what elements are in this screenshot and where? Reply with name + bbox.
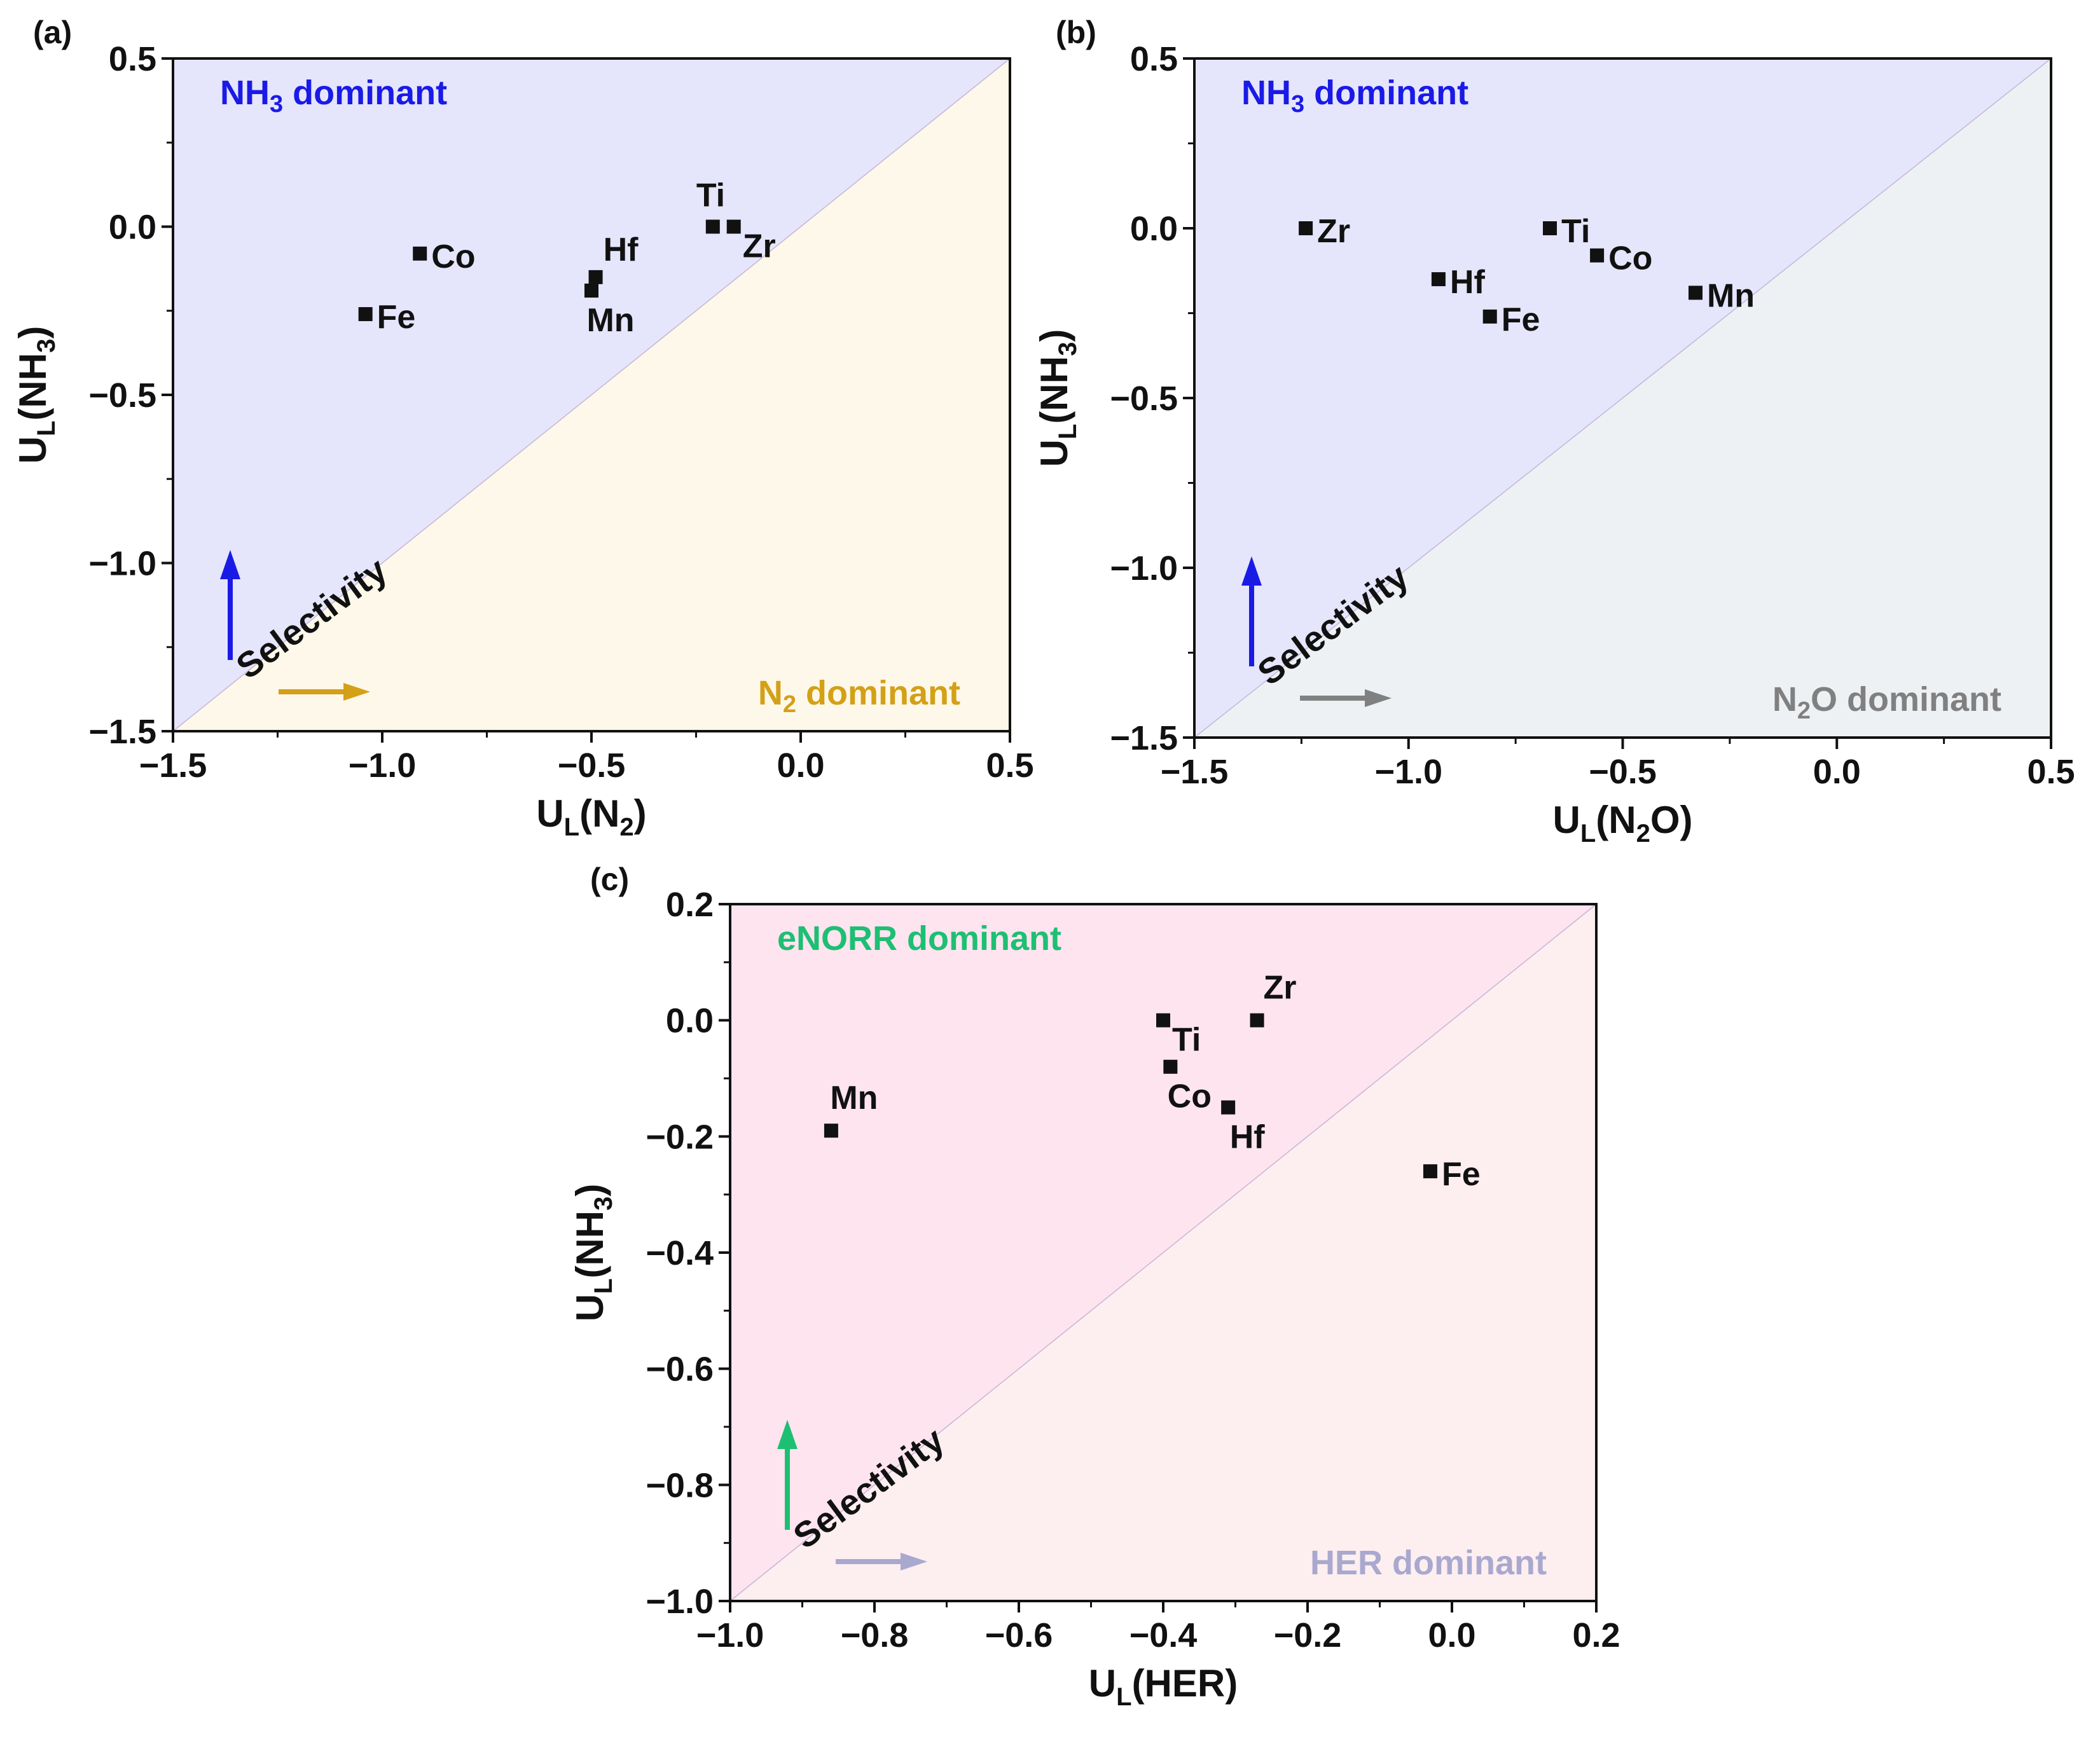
x-tick-label: −0.6	[985, 1616, 1053, 1654]
data-point-mn	[1688, 285, 1703, 300]
data-label-ti: Ti	[1172, 1022, 1201, 1059]
x-axis-label: UL(N2)	[536, 792, 646, 841]
chart-panel-1: −1.5 −1.0 −0.5 0.0 0.5 −1.5 −1.0 −0.5 0.0 0.5 UL(N…	[1033, 15, 2075, 848]
x-tick-label: −1.5	[1161, 753, 1229, 791]
data-point-ti	[705, 219, 720, 234]
data-point-zr	[1299, 221, 1313, 235]
x-tick-label: −0.5	[1589, 753, 1657, 791]
data-point-co	[413, 246, 427, 261]
parity-line	[172, 58, 1011, 732]
x-tick-label: 0.0	[1813, 753, 1861, 791]
selectivity-right-arrow-head	[901, 1553, 927, 1571]
x-axis-label: UL(HER)	[1089, 1662, 1238, 1711]
parity-line	[729, 904, 1597, 1602]
lower-region-label: N2 dominant	[758, 674, 960, 718]
y-tick-label: 0.2	[666, 886, 714, 924]
data-point-co	[1590, 248, 1605, 263]
y-tick-label: −0.2	[646, 1118, 714, 1156]
data-label-ti: Ti	[696, 177, 725, 214]
x-tick-label: 0.5	[2027, 753, 2075, 791]
x-tick-label: −1.0	[349, 746, 417, 785]
selectivity-right-arrow-head	[1365, 689, 1392, 707]
data-point-ti	[1156, 1013, 1170, 1028]
y-tick-label: 0.5	[1130, 40, 1178, 78]
y-tick-label: −1.0	[646, 1583, 714, 1621]
x-tick-label: −1.0	[1374, 753, 1442, 791]
y-tick-label: −1.0	[1110, 549, 1178, 588]
data-label-mn: Mn	[830, 1080, 878, 1117]
panel-label: (b)	[1056, 15, 1096, 50]
y-tick-label: −0.5	[88, 376, 156, 415]
data-point-hf	[1221, 1100, 1236, 1115]
parity-line	[1194, 58, 2052, 738]
upper-region-label: NH3 dominant	[220, 74, 447, 118]
x-tick-label: 0.5	[986, 746, 1033, 785]
selectivity-up-arrow-head	[777, 1420, 798, 1449]
y-tick-label: 0.0	[109, 209, 156, 247]
data-label-co: Co	[431, 238, 475, 275]
y-tick-label: −0.5	[1110, 380, 1178, 418]
panel-label: (a)	[33, 15, 72, 50]
y-tick-label: −1.5	[1110, 719, 1178, 757]
data-point-zr	[726, 219, 741, 234]
x-tick-label: 0.2	[1572, 1616, 1620, 1654]
data-label-fe: Fe	[1502, 301, 1540, 338]
y-tick-label: −0.4	[646, 1234, 714, 1272]
upper-region-label: NH3 dominant	[1241, 74, 1468, 118]
data-label-zr: Zr	[1317, 213, 1350, 250]
data-point-fe	[1482, 309, 1497, 324]
chart-panel-2: −1.0 −0.8 −0.6 −0.4 −0.2 0.0 0.2 −1.0 −0.8 −0.6 −0…	[569, 862, 1620, 1711]
selectivity-up-arrow-head	[220, 550, 240, 579]
selectivity-up-arrow-head	[1241, 556, 1262, 586]
upper-region-label: eNORR dominant	[777, 919, 1061, 958]
data-point-hf	[1431, 272, 1446, 287]
y-tick-label: −1.0	[88, 545, 156, 583]
data-label-mn: Mn	[1707, 277, 1755, 314]
x-tick-label: −0.5	[558, 746, 626, 785]
x-axis-label: UL(N2O)	[1553, 799, 1693, 848]
y-tick-label: −1.5	[88, 713, 156, 751]
x-tick-label: 0.0	[777, 746, 824, 785]
x-tick-label: −1.5	[139, 746, 207, 785]
x-tick-label: −0.2	[1274, 1616, 1342, 1654]
data-point-zr	[1250, 1013, 1264, 1028]
y-tick-label: 0.0	[666, 1002, 714, 1040]
lower-region-label: HER dominant	[1310, 1544, 1547, 1582]
data-point-fe	[358, 307, 373, 322]
y-tick-label: −0.8	[646, 1466, 714, 1504]
data-label-fe: Fe	[1442, 1156, 1481, 1193]
y-axis-label: UL(NH3)	[1033, 329, 1082, 467]
y-tick-label: 0.5	[109, 40, 156, 78]
data-label-ti: Ti	[1561, 213, 1590, 250]
data-label-co: Co	[1608, 240, 1652, 277]
selectivity-right-arrow-head	[343, 683, 370, 701]
data-label-hf: Hf	[1450, 264, 1486, 301]
x-tick-label: 0.0	[1428, 1616, 1475, 1654]
y-tick-label: −0.6	[646, 1351, 714, 1389]
x-tick-label: −0.8	[841, 1616, 909, 1654]
data-label-fe: Fe	[377, 299, 416, 336]
x-tick-label: −1.0	[696, 1616, 764, 1654]
data-label-mn: Mn	[586, 302, 634, 339]
data-label-zr: Zr	[743, 228, 776, 265]
data-point-hf	[588, 270, 603, 284]
data-label-hf: Hf	[1230, 1119, 1266, 1156]
data-label-hf: Hf	[604, 231, 639, 268]
data-point-mn	[824, 1124, 838, 1138]
data-point-co	[1163, 1059, 1178, 1074]
lower-region-label: N2O dominant	[1772, 680, 2001, 724]
data-label-zr: Zr	[1264, 970, 1297, 1007]
panel-label: (c)	[590, 862, 629, 897]
y-axis-label: UL(NH3)	[11, 326, 60, 464]
data-point-ti	[1543, 221, 1558, 235]
data-point-mn	[584, 284, 598, 298]
y-axis-label: UL(NH3)	[569, 1184, 618, 1322]
data-label-co: Co	[1168, 1078, 1212, 1115]
x-tick-label: −0.4	[1129, 1616, 1198, 1654]
y-tick-label: 0.0	[1130, 210, 1178, 248]
data-point-fe	[1423, 1164, 1437, 1179]
chart-panel-0: −1.5 −1.0 −0.5 0.0 0.5 −1.5 −1.0 −0.5 0.0 0.5 UL(N…	[11, 15, 1034, 841]
